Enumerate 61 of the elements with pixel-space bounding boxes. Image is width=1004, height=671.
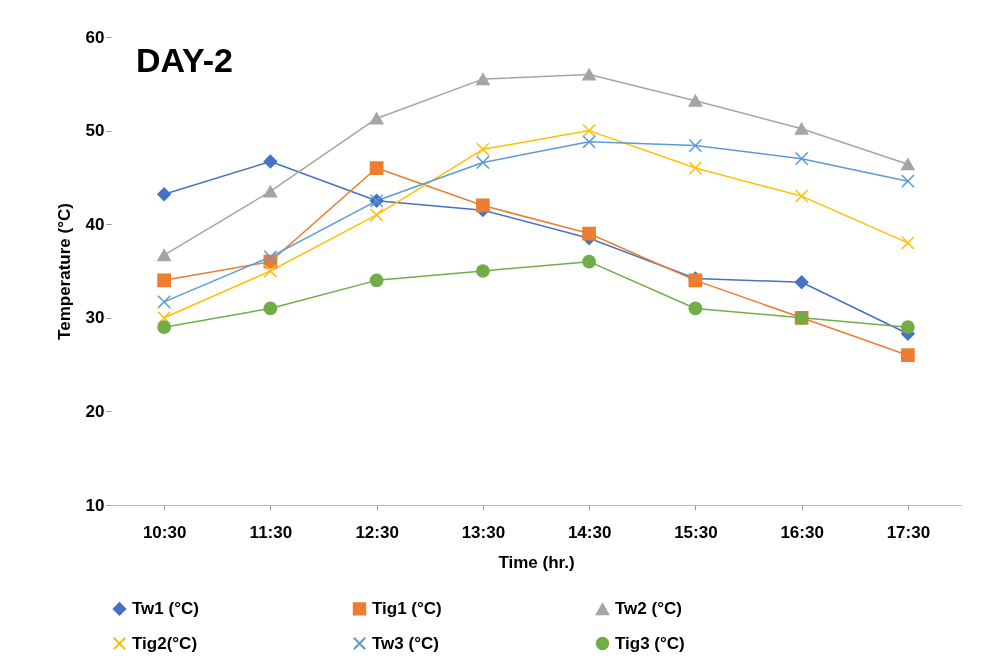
x-tick-label: 12:30 [355,522,399,542]
point [369,273,384,288]
point [263,301,278,316]
point [794,275,809,290]
point [369,112,384,125]
point [901,348,915,363]
point [476,264,490,278]
x-tick-label: 11:30 [249,522,293,542]
point [794,122,809,135]
legend-label: Tig2(°C) [132,633,198,653]
legend-label: Tw1 (°C) [132,598,199,618]
point [901,174,915,189]
x-tick-label: 14:30 [567,522,612,542]
point [369,207,384,222]
point [582,254,596,269]
point [582,123,596,138]
y-tick-label: 40 [85,214,105,234]
point [476,142,490,157]
x-tick-label: 16:30 [780,522,824,542]
point [476,155,490,170]
point [688,161,703,175]
legend-label: Tig1 (°C) [372,598,442,618]
y-tick-label: 20 [85,401,105,421]
point [476,73,490,86]
x-tick-label: 15:30 [674,522,718,542]
x-tick-label: 13:30 [461,522,506,542]
point [901,236,915,250]
point [369,161,384,175]
legend-label: Tw2 (°C) [615,599,682,619]
point [688,138,703,153]
point [476,198,490,213]
point [157,273,171,288]
point [901,158,915,171]
point [688,94,703,107]
point [157,187,171,202]
x-axis-title: Time (hr.) [498,552,575,572]
point [901,320,915,335]
y-tick-label: 10 [85,495,105,515]
point [157,295,171,309]
point [263,264,278,278]
point [688,301,703,316]
point [582,134,596,149]
chart-title: DAY-2 [136,41,234,79]
y-tick-label: 60 [85,27,105,47]
y-tick-label: 50 [85,121,105,141]
point [263,185,278,198]
y-tick-label: 30 [85,308,105,328]
point [263,250,278,264]
y-axis-title: Temperature (°C) [54,203,74,340]
point [263,154,278,169]
point [582,68,596,81]
x-tick-label: 10:30 [142,522,187,542]
point [157,249,171,262]
point [157,320,171,335]
point [582,226,596,241]
point [794,151,809,166]
x-tick-label: 17:30 [886,522,931,542]
legend-label: Tw3 (°C) [372,633,439,653]
point [157,310,171,325]
point [794,189,809,203]
legend-label: Tig3 (°C) [615,633,685,653]
